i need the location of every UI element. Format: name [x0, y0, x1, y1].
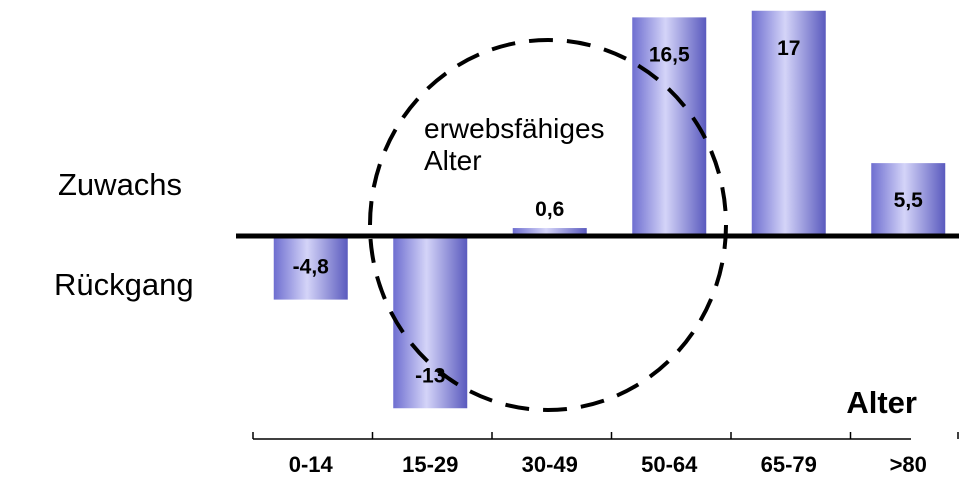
- category-label: 65-79: [761, 452, 817, 477]
- bar-50-64: [632, 17, 707, 236]
- data-label: 16,5: [649, 43, 690, 66]
- data-label: 5,5: [894, 189, 924, 212]
- annotation-line-2: Alter: [424, 145, 482, 176]
- bar->80: [871, 163, 946, 236]
- data-label: -4,8: [293, 256, 330, 279]
- bar-15-29: [393, 236, 468, 409]
- bar-65-79: [751, 10, 826, 236]
- category-ticks-group: [252, 432, 959, 439]
- data-label: 17: [777, 37, 800, 60]
- annotation-dashed-ellipse: [368, 38, 728, 412]
- x-axis-title: Alter: [846, 385, 917, 420]
- bar-0-14: [273, 236, 348, 300]
- data-label: 0,6: [535, 198, 564, 221]
- category-labels-group: 0-14 15-29 30-49 50-64 65-79 >80: [289, 452, 927, 477]
- category-label: >80: [890, 452, 927, 477]
- bars-group: [273, 10, 946, 409]
- bar-30-49: [512, 228, 587, 236]
- data-labels-group: -4,8 -13 0,6 16,5 17 5,5: [293, 37, 924, 388]
- category-label: 50-64: [641, 452, 698, 477]
- negative-region-label: Rückgang: [54, 267, 194, 302]
- category-label: 15-29: [402, 452, 458, 477]
- category-label: 0-14: [289, 452, 334, 477]
- category-label: 30-49: [522, 452, 578, 477]
- data-label: -13: [415, 364, 445, 387]
- positive-region-label: Zuwachs: [58, 167, 182, 202]
- annotation-line-1: erwebsfähiges: [424, 113, 605, 144]
